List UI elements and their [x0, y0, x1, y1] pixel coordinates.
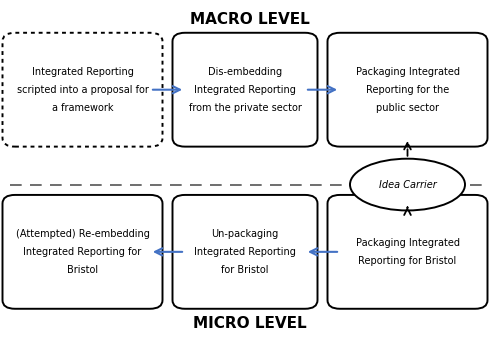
Text: (Attempted) Re-embedding
Integrated Reporting for
Bristol: (Attempted) Re-embedding Integrated Repo…	[16, 229, 150, 275]
Text: Packaging Integrated
Reporting for the
public sector: Packaging Integrated Reporting for the p…	[356, 67, 460, 113]
FancyBboxPatch shape	[2, 195, 162, 309]
Text: MICRO LEVEL: MICRO LEVEL	[193, 316, 307, 331]
Text: Un-packaging
Integrated Reporting
for Bristol: Un-packaging Integrated Reporting for Br…	[194, 229, 296, 275]
Text: Idea Carrier: Idea Carrier	[378, 180, 436, 189]
Text: Integrated Reporting
scripted into a proposal for
a framework: Integrated Reporting scripted into a pro…	[16, 67, 148, 113]
FancyBboxPatch shape	[2, 33, 162, 147]
FancyBboxPatch shape	[328, 195, 488, 309]
Text: Packaging Integrated
Reporting for Bristol: Packaging Integrated Reporting for Brist…	[356, 238, 460, 266]
Text: Dis-embedding
Integrated Reporting
from the private sector: Dis-embedding Integrated Reporting from …	[188, 67, 302, 113]
FancyBboxPatch shape	[172, 33, 318, 147]
FancyBboxPatch shape	[328, 33, 488, 147]
Text: MACRO LEVEL: MACRO LEVEL	[190, 12, 310, 27]
FancyBboxPatch shape	[172, 195, 318, 309]
Ellipse shape	[350, 159, 465, 210]
